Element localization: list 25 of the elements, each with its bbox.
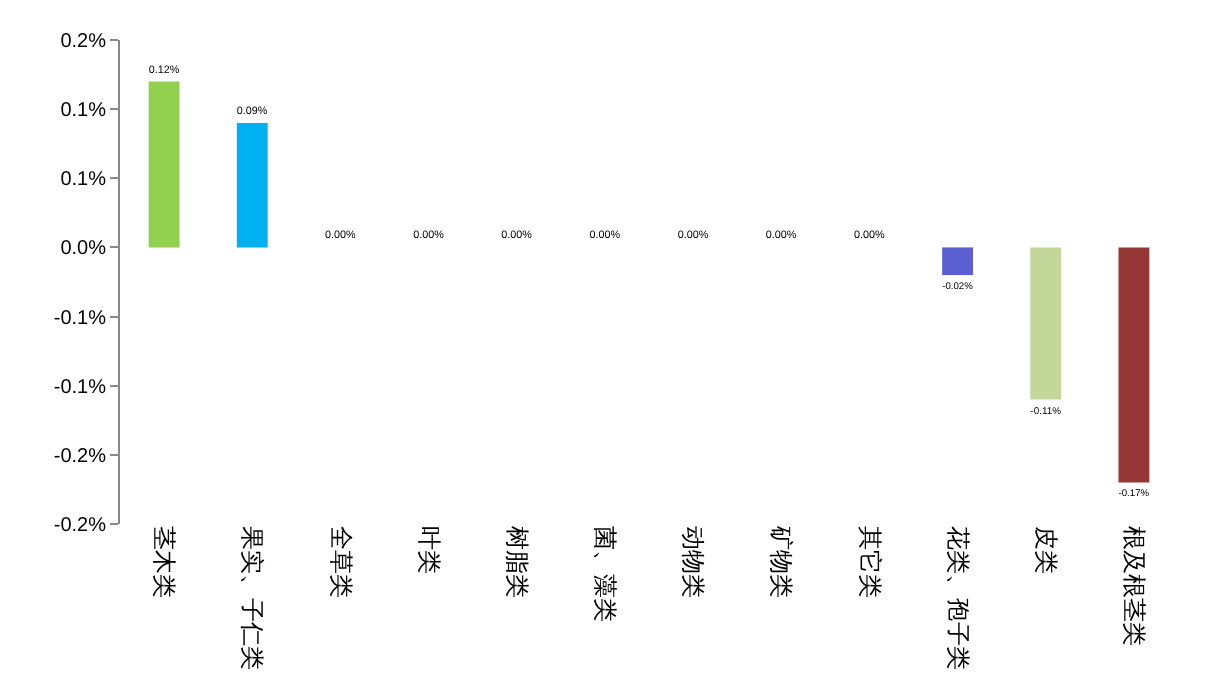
- bar: [236, 122, 268, 248]
- x-tick-label: 动物类: [679, 526, 708, 598]
- bar: [1030, 247, 1062, 400]
- x-tick-label: 花类、孢子类: [943, 526, 972, 670]
- x-tick-label: 果实、子仁类: [238, 526, 267, 670]
- x-tick-label: 叶类: [414, 526, 443, 574]
- x-tick-label: 茎木类: [150, 526, 179, 598]
- x-tick-label: 其它类: [855, 526, 884, 598]
- y-tick-label: -0.2%: [53, 445, 107, 468]
- y-tick-label: -0.1%: [53, 376, 107, 399]
- x-tick-label: 皮类: [1031, 526, 1060, 574]
- y-tick-label: -0.1%: [53, 307, 107, 330]
- y-tick-label: 0.1%: [60, 100, 107, 123]
- x-tick-label: 全草类: [326, 526, 355, 598]
- y-tick-label: 0.0%: [60, 238, 107, 261]
- x-tick-label: 菌、藻类: [591, 526, 620, 622]
- x-tick-label: 树脂类: [502, 526, 531, 598]
- bar: [942, 247, 974, 276]
- bar: [148, 81, 180, 248]
- bar: [1118, 247, 1150, 483]
- x-tick-label: 根及根茎类: [1120, 526, 1149, 646]
- x-tick-label: 矿物类: [767, 524, 796, 598]
- y-tick-label: -0.2%: [53, 515, 107, 537]
- y-tick-label: 0.2%: [60, 31, 107, 53]
- y-tick-label: 0.1%: [60, 169, 107, 192]
